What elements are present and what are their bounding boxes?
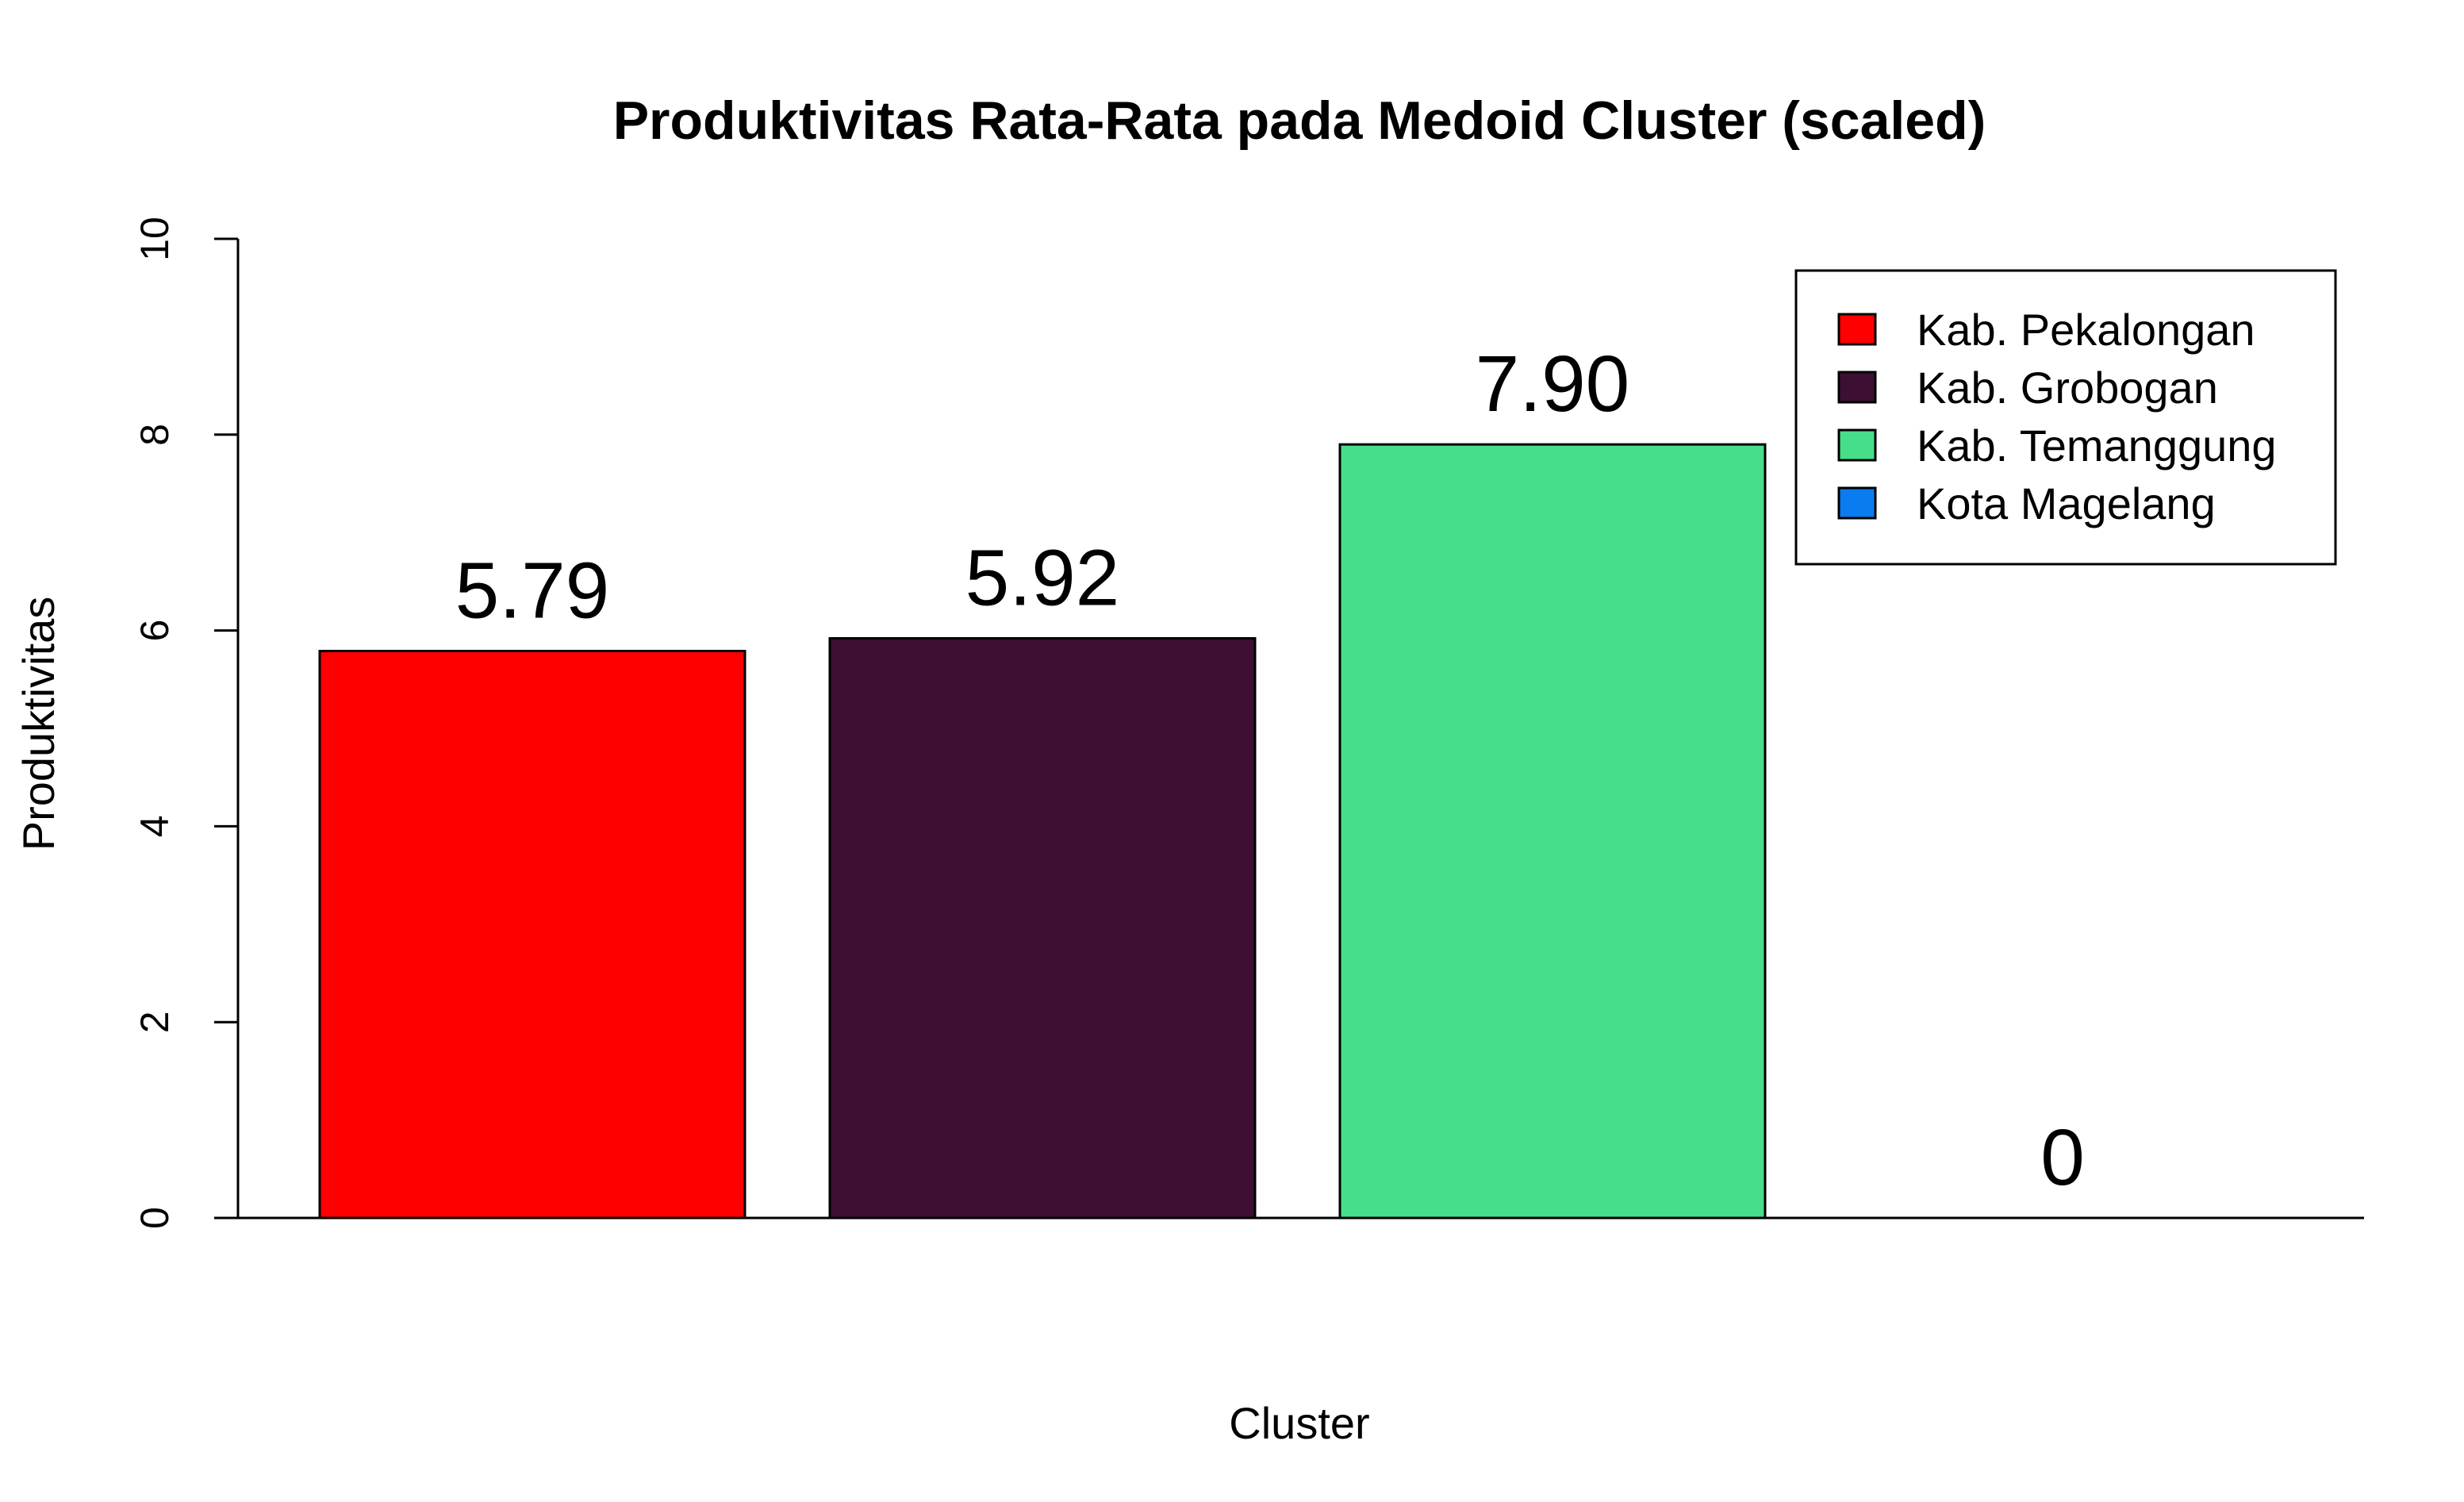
- bars-group: [318, 443, 1767, 1220]
- y-tick-label: 10: [132, 217, 177, 261]
- y-tick-label: 8: [132, 424, 177, 446]
- y-tick-label: 6: [132, 620, 177, 642]
- legend-swatch-4: [1837, 486, 1877, 520]
- legend-entry-2: Kab. Grobogan: [1917, 363, 2218, 413]
- x-axis-label: Cluster: [1229, 1398, 1369, 1448]
- y-tick-label: 0: [132, 1207, 177, 1229]
- legend-box: [1794, 269, 2337, 566]
- value-label-2: 5.92: [965, 533, 1120, 622]
- bar-3: [1338, 443, 1767, 1220]
- legend-entry-4: Kota Magelang: [1917, 478, 2216, 528]
- bar-1: [318, 650, 746, 1220]
- y-tick-label: 4: [132, 815, 177, 837]
- y-axis: 0 2 4 6 8 10: [132, 217, 240, 1229]
- value-label-1: 5.79: [455, 547, 610, 636]
- legend-swatch-2: [1837, 371, 1877, 404]
- legend-entry-3: Kab. Temanggung: [1917, 421, 2277, 471]
- legend-swatch-1: [1837, 313, 1877, 346]
- value-label-3: 7.90: [1476, 340, 1630, 428]
- y-tick-label: 2: [132, 1011, 177, 1033]
- legend-entry-1: Kab. Pekalongan: [1917, 305, 2255, 355]
- chart-title: Produktivitas Rata-Rata pada Medoid Clus…: [613, 90, 1986, 151]
- value-label-4: 0: [2040, 1113, 2085, 1202]
- bar-2: [828, 636, 1257, 1220]
- y-axis-label: Produktivitas: [13, 597, 63, 851]
- legend: Kab. Pekalongan Kab. Grobogan Kab. Temangg…: [1794, 269, 2337, 566]
- value-labels-group: 5.79 5.92 7.90 0: [455, 340, 2085, 1202]
- legend-swatch-3: [1837, 428, 1877, 462]
